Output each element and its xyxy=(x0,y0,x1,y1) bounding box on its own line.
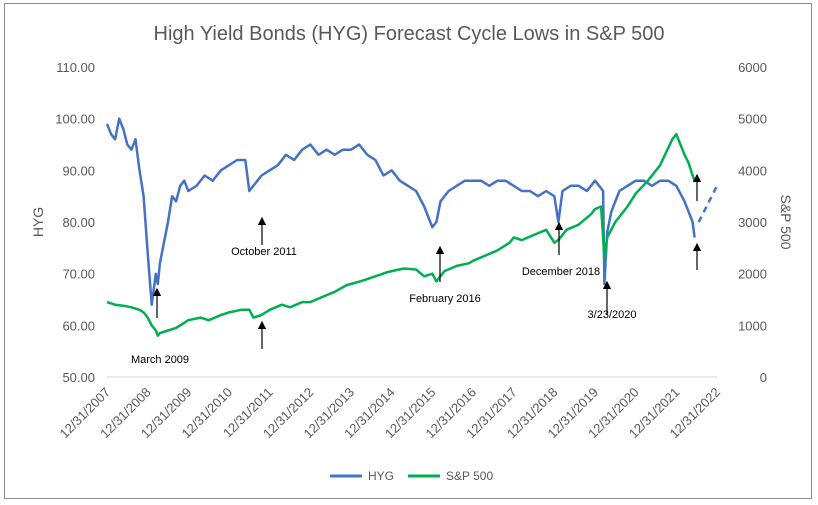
annotation-label: December 2018 xyxy=(522,266,600,278)
legend-label-sp500: S&P 500 xyxy=(446,469,493,483)
series-group xyxy=(105,117,719,337)
y-axis-left-title: HYG xyxy=(30,207,46,237)
series-line-hyg xyxy=(105,117,696,306)
legend-label-hyg: HYG xyxy=(368,469,394,483)
y-left-tick-label: 50.00 xyxy=(62,370,95,385)
y-right-tick-label: 0 xyxy=(760,370,767,385)
y-left-tick-label: 80.00 xyxy=(62,215,95,230)
annotation-label: 3/23/2020 xyxy=(588,309,637,321)
y-right-tick-label: 5000 xyxy=(738,112,767,127)
series-line-sp500 xyxy=(106,132,696,337)
forecast-dashed-line xyxy=(697,185,719,223)
y-axis-right-title: S&P 500 xyxy=(778,194,794,249)
annotation-label: March 2009 xyxy=(131,354,189,366)
y-left-tick-label: 60.00 xyxy=(62,318,95,333)
annotations: March 2009 October 2011 February 2016 Decem… xyxy=(131,173,702,366)
y-left-tick-label: 110.00 xyxy=(56,60,95,75)
annotation-label: October 2011 xyxy=(231,246,297,258)
y-right-tick-label: 3000 xyxy=(738,215,767,230)
chart-title: High Yield Bonds (HYG) Forecast Cycle Lo… xyxy=(154,23,665,45)
y-axis-right-ticks: 0 1000 2000 3000 4000 5000 6000 xyxy=(738,60,767,385)
y-left-tick-label: 70.00 xyxy=(62,267,95,282)
y-axis-left-ticks: 50.00 60.00 70.00 80.00 90.00 100.00 110.00 xyxy=(55,60,95,385)
annotation-label: February 2016 xyxy=(409,293,481,305)
chart-frame xyxy=(4,3,812,499)
y-right-tick-label: 4000 xyxy=(738,163,767,178)
y-right-tick-label: 2000 xyxy=(738,267,767,282)
y-right-tick-label: 1000 xyxy=(738,318,767,333)
x-axis-ticks: 12/31/200712/31/200812/31/200912/31/2010… xyxy=(56,385,723,442)
legend: HYG S&P 500 xyxy=(330,469,493,483)
y-right-tick-label: 6000 xyxy=(738,60,767,75)
y-left-tick-label: 100.00 xyxy=(55,112,95,127)
y-left-tick-label: 90.00 xyxy=(62,163,95,178)
